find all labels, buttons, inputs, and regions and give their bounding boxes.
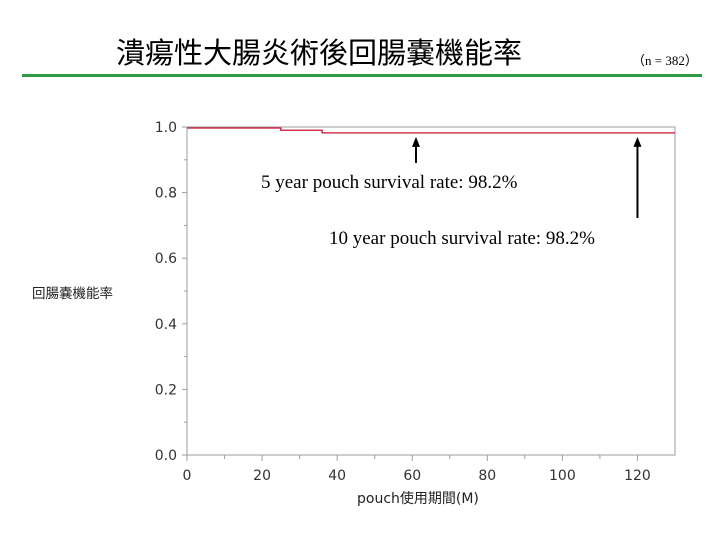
x-tick-label: 120 <box>624 468 651 484</box>
series-group <box>187 127 675 134</box>
slide-title: 潰瘍性大腸炎術後回腸嚢機能率 <box>116 36 523 70</box>
x-axis: 0 20 40 60 80 100 120 <box>183 455 651 484</box>
x-tick-label: 60 <box>403 468 421 484</box>
y-tick-label: 0.2 <box>155 382 177 398</box>
ten-year-annotation: 10 year pouch survival rate: 98.2% <box>329 228 595 249</box>
x-tick-label: 0 <box>183 468 192 484</box>
survival-curve <box>187 127 675 134</box>
title-divider <box>22 74 702 77</box>
y-tick-label: 0.0 <box>155 448 177 464</box>
y-axis: 0.0 0.2 0.4 0.6 0.8 1.0 <box>155 120 187 464</box>
y-tick-label: 1.0 <box>155 120 177 136</box>
y-tick-label: 0.6 <box>155 251 177 267</box>
arrow-head <box>633 136 642 147</box>
y-tick-label: 0.8 <box>155 186 177 202</box>
x-tick-label: 100 <box>549 468 576 484</box>
x-tick-label: 20 <box>253 468 271 484</box>
x-tick-label: 80 <box>478 468 496 484</box>
annotation-arrows <box>411 136 642 218</box>
y-tick-label: 0.4 <box>155 317 177 333</box>
arrow-head <box>411 136 420 147</box>
x-tick-label: 40 <box>328 468 346 484</box>
sample-size: （n = 382） <box>632 53 698 68</box>
x-axis-label: pouch使用期間(M) <box>357 491 479 507</box>
five-year-annotation: 5 year pouch survival rate: 98.2% <box>261 172 518 193</box>
y-axis-label: 回腸嚢機能率 <box>32 286 113 302</box>
